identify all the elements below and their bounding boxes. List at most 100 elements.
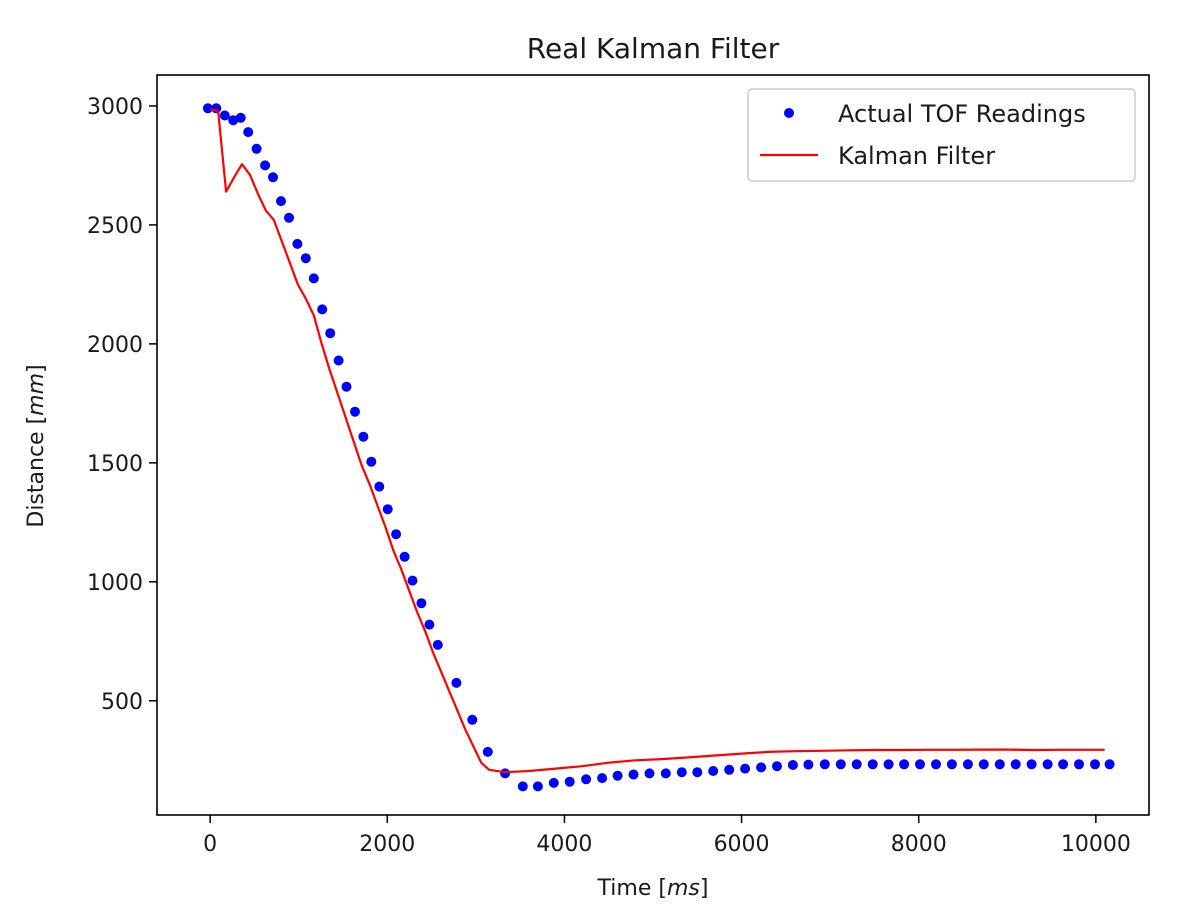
tof-reading-point <box>597 773 608 784</box>
legend-marker-actual-tof <box>784 108 794 118</box>
tof-reading-point <box>500 768 511 779</box>
tof-reading-point <box>482 746 493 757</box>
tof-reading-point <box>978 759 989 770</box>
tof-reading-point <box>219 110 230 121</box>
legend-label-actual-tof: Actual TOF Readings <box>838 100 1086 128</box>
y-tick-label: 500 <box>101 690 143 715</box>
tof-reading-point <box>317 304 328 315</box>
tof-reading-point <box>612 770 623 781</box>
y-tick-label: 1000 <box>87 571 143 596</box>
tof-reading-point <box>333 355 344 366</box>
x-axis-label-unit: ms <box>667 876 700 901</box>
tof-reading-point <box>772 761 782 772</box>
x-axis-label-suffix: ] <box>700 876 709 901</box>
tof-reading-point <box>276 196 286 207</box>
tof-reading-point <box>1026 759 1037 770</box>
x-axis-label-prefix: Time [ <box>597 876 667 901</box>
kalman-filter-line <box>209 108 1105 774</box>
x-axis: 0 2000 4000 6000 8000 10000 <box>203 815 1131 857</box>
tof-reading-point <box>724 764 735 775</box>
y-tick-label: 2000 <box>87 333 143 358</box>
tof-reading-point <box>211 103 222 114</box>
tof-reading-point <box>251 143 262 154</box>
y-axis-label-prefix: Distance [ <box>24 416 49 528</box>
tof-reading-point <box>803 759 814 770</box>
series-1 <box>209 108 1105 774</box>
tof-reading-point <box>756 762 767 773</box>
tof-reading-point <box>1104 759 1115 770</box>
tof-reading-point <box>835 759 846 770</box>
tof-reading-point <box>424 619 435 630</box>
tof-reading-point <box>660 768 671 779</box>
tof-reading-point <box>341 381 352 392</box>
x-axis-label: Time [ms] <box>597 876 709 901</box>
tof-reading-point <box>962 759 973 770</box>
y-axis-label: Distance [mm] <box>24 364 49 527</box>
tof-reading-point <box>1058 759 1069 770</box>
tof-reading-point <box>432 639 443 650</box>
y-tick-label: 2500 <box>87 214 143 239</box>
tof-reading-point <box>391 529 402 540</box>
legend-label-kalman: Kalman Filter <box>838 142 995 170</box>
x-tick-label: 10000 <box>1061 832 1131 857</box>
tof-reading-point <box>202 103 213 114</box>
tof-reading-point <box>268 172 278 183</box>
tof-reading-point <box>915 759 925 770</box>
tof-reading-point <box>350 406 360 417</box>
tof-reading-point <box>235 112 246 123</box>
tof-reading-point <box>740 763 751 774</box>
tof-reading-point <box>692 767 703 778</box>
tof-reading-point <box>416 598 427 609</box>
y-tick-label: 1500 <box>87 452 143 477</box>
tof-reading-point <box>1090 759 1100 770</box>
tof-reading-point <box>676 767 687 778</box>
x-tick-label: 8000 <box>891 832 947 857</box>
tof-reading-point <box>1010 759 1021 770</box>
tof-reading-point <box>581 774 592 785</box>
tof-reading-point <box>292 238 303 249</box>
tof-reading-point <box>228 115 239 126</box>
tof-reading-point <box>358 431 369 442</box>
tof-reading-point <box>407 575 418 586</box>
y-axis-label-suffix: ] <box>24 364 49 373</box>
series-layer <box>202 103 1115 792</box>
tof-reading-point <box>931 759 941 770</box>
tof-reading-point <box>243 127 254 138</box>
plot-area <box>156 74 1150 816</box>
tof-reading-point <box>467 714 478 725</box>
tof-reading-point <box>308 273 319 284</box>
x-tick-label: 6000 <box>714 832 770 857</box>
tof-reading-point <box>787 760 798 770</box>
x-tick-label: 2000 <box>359 832 415 857</box>
tof-reading-point <box>366 456 377 467</box>
tof-reading-point <box>300 253 311 264</box>
tof-reading-point <box>1042 759 1053 770</box>
tof-reading-point <box>899 759 910 770</box>
tof-reading-point <box>564 776 575 787</box>
tof-reading-point <box>374 481 385 492</box>
tof-reading-point <box>399 551 410 562</box>
tof-reading-point <box>819 759 830 770</box>
tof-reading-point <box>548 777 559 788</box>
tof-reading-point <box>867 759 878 770</box>
tof-reading-point <box>644 768 655 779</box>
legend: Actual TOF Readings Kalman Filter <box>747 88 1136 182</box>
tof-reading-point <box>708 766 719 776</box>
tof-reading-point <box>851 759 862 770</box>
y-axis-label-unit: mm <box>24 373 49 416</box>
y-axis: 500 1000 1500 2000 2500 3000 <box>87 95 157 715</box>
tof-reading-point <box>382 504 393 515</box>
tof-reading-point <box>1074 759 1084 770</box>
chart-title: Real Kalman Filter <box>527 32 780 65</box>
tof-reading-point <box>325 328 336 339</box>
x-tick-label: 4000 <box>536 832 592 857</box>
legend-box <box>747 88 1136 182</box>
tof-reading-point <box>946 759 957 770</box>
tof-reading-point <box>532 781 543 792</box>
series-0 <box>202 103 1115 792</box>
tof-reading-point <box>260 160 271 171</box>
y-tick-label: 3000 <box>87 95 143 120</box>
x-tick-label: 0 <box>203 832 217 857</box>
tof-reading-point <box>451 677 462 688</box>
